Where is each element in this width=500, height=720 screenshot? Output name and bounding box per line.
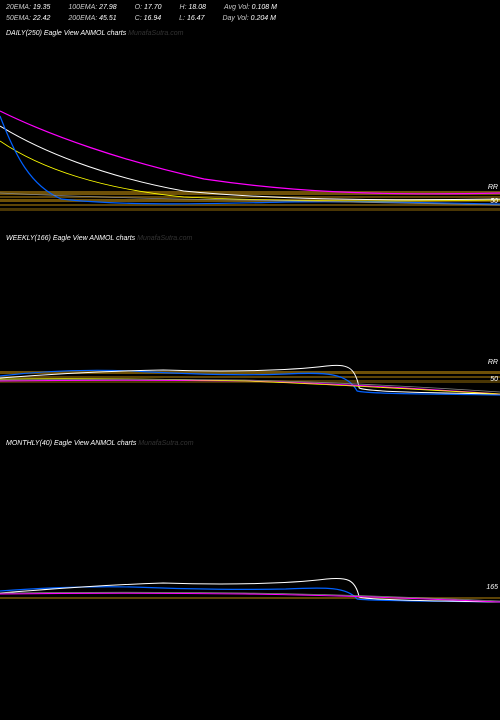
chart-title: WEEKLY(166) Eagle View ANMOL charts Muna… xyxy=(0,231,500,246)
chart-title-source: MunafaSutra.com xyxy=(128,30,183,37)
stat-value: 16.47 xyxy=(187,15,205,22)
chart-title-source: MunafaSutra.com xyxy=(138,440,193,447)
chart-title-main: DAILY(250) Eagle View ANMOL charts xyxy=(6,30,128,37)
stat-item: 200EMA: 45.51 xyxy=(68,15,116,22)
stat-label: 100EMA: xyxy=(68,4,99,11)
stat-item: L: 16.47 xyxy=(179,15,204,22)
stat-value: 19.35 xyxy=(33,4,51,11)
stat-label: O: xyxy=(135,4,144,11)
stat-label: 20EMA: xyxy=(6,4,33,11)
stat-value: 0.108 M xyxy=(252,4,277,11)
stat-value: 0.204 M xyxy=(251,15,276,22)
chart-svg xyxy=(0,246,500,431)
chart-title-main: MONTHLY(40) Eagle View ANMOL charts xyxy=(6,440,138,447)
stat-value: 27.98 xyxy=(99,4,117,11)
chart-line xyxy=(0,126,500,200)
chart-panel: DAILY(250) Eagle View ANMOL charts Munaf… xyxy=(0,26,500,231)
axis-label: RR xyxy=(488,359,498,366)
axis-label: 50 xyxy=(490,376,498,383)
axis-label: 165 xyxy=(486,584,498,591)
stat-value: 17.70 xyxy=(144,4,162,11)
axis-label: 50 xyxy=(490,198,498,205)
chart-svg xyxy=(0,41,500,226)
stat-item: 50EMA: 22.42 xyxy=(6,15,50,22)
chart-line xyxy=(0,111,500,194)
stat-value: 22.42 xyxy=(33,15,51,22)
support-band xyxy=(0,376,500,378)
stat-item: C: 16.94 xyxy=(135,15,161,22)
chart-panel: WEEKLY(166) Eagle View ANMOL charts Muna… xyxy=(0,231,500,436)
stat-label: 200EMA: xyxy=(68,15,99,22)
chart-title-main: WEEKLY(166) Eagle View ANMOL charts xyxy=(6,235,137,242)
chart-panel: MONTHLY(40) Eagle View ANMOL charts Muna… xyxy=(0,436,500,641)
stat-item: Avg Vol: 0.108 M xyxy=(224,4,277,11)
chart-title: DAILY(250) Eagle View ANMOL charts Munaf… xyxy=(0,26,500,41)
stat-item: 100EMA: 27.98 xyxy=(68,4,116,11)
stat-label: Avg Vol: xyxy=(224,4,252,11)
stat-value: 18.08 xyxy=(189,4,207,11)
stat-label: H: xyxy=(180,4,189,11)
chart-line xyxy=(0,116,500,204)
stat-label: Day Vol: xyxy=(222,15,250,22)
support-band xyxy=(0,208,500,211)
stat-item: O: 17.70 xyxy=(135,4,162,11)
stat-label: 50EMA: xyxy=(6,15,33,22)
stat-value: 45.51 xyxy=(99,15,117,22)
stat-value: 16.94 xyxy=(144,15,162,22)
stat-item: H: 18.08 xyxy=(180,4,206,11)
stat-item: Day Vol: 0.204 M xyxy=(222,15,275,22)
axis-label: RR xyxy=(488,184,498,191)
stat-label: L: xyxy=(179,15,187,22)
chart-title: MONTHLY(40) Eagle View ANMOL charts Muna… xyxy=(0,436,500,451)
header-stats: 20EMA: 19.35 100EMA: 27.98 O: 17.70 H: 18.0… xyxy=(0,0,500,26)
support-band xyxy=(0,204,500,206)
stat-label: C: xyxy=(135,15,144,22)
chart-title-source: MunafaSutra.com xyxy=(137,235,192,242)
stat-item: 20EMA: 19.35 xyxy=(6,4,50,11)
chart-svg xyxy=(0,451,500,636)
